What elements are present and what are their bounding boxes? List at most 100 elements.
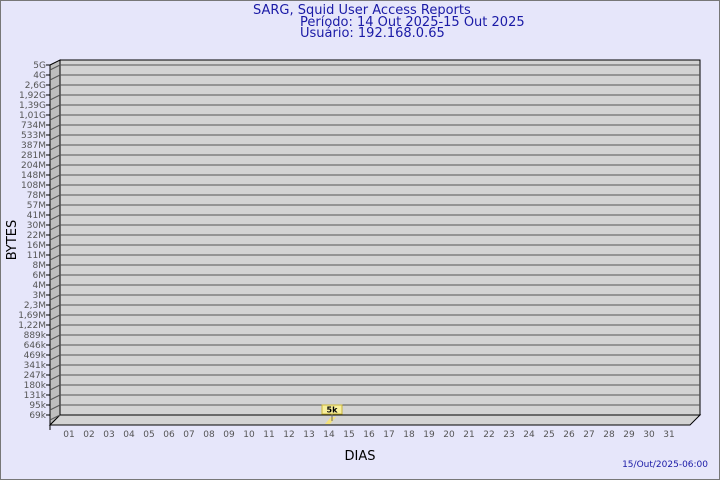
x-tick-label: 25: [543, 430, 554, 440]
x-tick-label: 10: [243, 430, 255, 440]
chart-period: Período: 14 Out 2025-15 Out 2025: [300, 15, 525, 30]
gridline-side: [49, 354, 61, 361]
gridline-side: [49, 74, 61, 81]
y-tick-label: 247k: [24, 371, 47, 381]
data-label-box: [321, 404, 343, 415]
gridline-side: [49, 234, 61, 241]
x-tick-label: 18: [403, 430, 415, 440]
gridline-side: [49, 204, 61, 211]
x-tick-label: 03: [103, 430, 114, 440]
x-tick-label: 24: [523, 430, 535, 440]
gridline-side: [49, 244, 61, 251]
x-tick-label: 21: [463, 430, 474, 440]
gridline-side: [49, 384, 61, 391]
y-tick-label: 387M: [21, 141, 46, 151]
x-tick-label: 16: [363, 430, 375, 440]
x-tick-label: 20: [443, 430, 455, 440]
x-tick-label: 13: [303, 430, 314, 440]
gridline-side: [49, 214, 61, 221]
gridline-side: [49, 64, 61, 71]
gridline-side: [49, 164, 61, 171]
y-tick-label: 6M: [33, 271, 47, 281]
y-tick-label: 341k: [24, 361, 47, 371]
bar: [325, 417, 336, 424]
gridline-side: [49, 124, 61, 131]
gridline-side: [49, 154, 61, 161]
x-tick-label: 09: [223, 430, 235, 440]
y-tick-label: 1,01G: [19, 111, 46, 121]
y-tick-label: 1,69M: [18, 311, 46, 321]
y-tick-label: 1,39G: [19, 101, 46, 111]
y-tick-label: 4G: [33, 71, 46, 81]
y-tick-label: 78M: [27, 191, 46, 201]
gridline-side: [49, 174, 61, 181]
gridline-side: [49, 394, 61, 401]
x-tick-label: 02: [83, 430, 94, 440]
gridline-side: [49, 334, 61, 341]
gridline-side: [49, 104, 61, 111]
gridline-side: [49, 414, 61, 421]
y-tick-label: 180k: [24, 381, 47, 391]
y-tick-label: 646k: [24, 341, 47, 351]
gridline-side: [49, 254, 61, 261]
y-tick-label: 8M: [33, 261, 47, 271]
gridline-side: [49, 404, 61, 411]
gridline-side: [49, 364, 61, 371]
timestamp: 15/Out/2025-06:00: [622, 460, 708, 470]
gridline-side: [49, 284, 61, 291]
gridline-side: [49, 274, 61, 281]
y-tick-label: 69k: [29, 411, 46, 421]
chart-title: SARG, Squid User Access Reports: [253, 3, 471, 18]
y-tick-label: 1,92G: [19, 91, 46, 101]
y-tick-label: 3M: [33, 291, 47, 301]
y-tick-label: 5G: [33, 61, 46, 71]
gridline-side: [49, 144, 61, 151]
x-tick-label: 11: [263, 430, 274, 440]
x-tick-label: 17: [383, 430, 394, 440]
y-tick-label: 469k: [24, 351, 47, 361]
gridline-side: [49, 94, 61, 101]
y-tick-label: 204M: [21, 161, 46, 171]
x-tick-label: 04: [123, 430, 135, 440]
x-tick-label: 08: [203, 430, 215, 440]
x-tick-label: 27: [583, 430, 594, 440]
gridline-side: [49, 224, 61, 231]
gridline-side: [49, 134, 61, 141]
gridline-side: [49, 84, 61, 91]
gridline-side: [49, 184, 61, 191]
x-axis-label: DIAS: [345, 449, 376, 464]
y-tick-label: 11M: [27, 251, 46, 261]
y-tick-label: 57M: [27, 201, 46, 211]
y-tick-label: 533M: [21, 131, 46, 141]
x-tick-label: 07: [183, 430, 194, 440]
gridline-side: [49, 374, 61, 381]
gridline-side: [49, 314, 61, 321]
x-tick-label: 14: [323, 430, 335, 440]
y-tick-label: 30M: [27, 221, 46, 231]
plot-side-wall: [49, 59, 61, 427]
x-tick-label: 30: [643, 430, 655, 440]
y-tick-label: 4M: [33, 281, 47, 291]
y-tick-label: 281M: [21, 151, 46, 161]
x-tick-label: 05: [143, 430, 154, 440]
x-tick-label: 01: [63, 430, 74, 440]
x-tick-label: 12: [283, 430, 294, 440]
x-tick-label: 28: [603, 430, 615, 440]
data-label: 5k: [327, 406, 339, 415]
gridline-side: [49, 294, 61, 301]
y-axis-label: BYTES: [5, 220, 20, 261]
y-tick-label: 108M: [21, 181, 46, 191]
gridline-side: [49, 264, 61, 271]
gridline-side: [49, 114, 61, 121]
y-tick-label: 22M: [27, 231, 46, 241]
y-tick-label: 889k: [24, 331, 47, 341]
y-tick-label: 2,3M: [24, 301, 46, 311]
y-tick-label: 95k: [29, 401, 46, 411]
x-tick-label: 31: [663, 430, 674, 440]
x-tick-label: 23: [503, 430, 514, 440]
gridline-side: [49, 324, 61, 331]
y-tick-label: 2,6G: [25, 81, 46, 91]
y-tick-label: 1,22M: [18, 321, 46, 331]
y-tick-label: 41M: [27, 211, 46, 221]
